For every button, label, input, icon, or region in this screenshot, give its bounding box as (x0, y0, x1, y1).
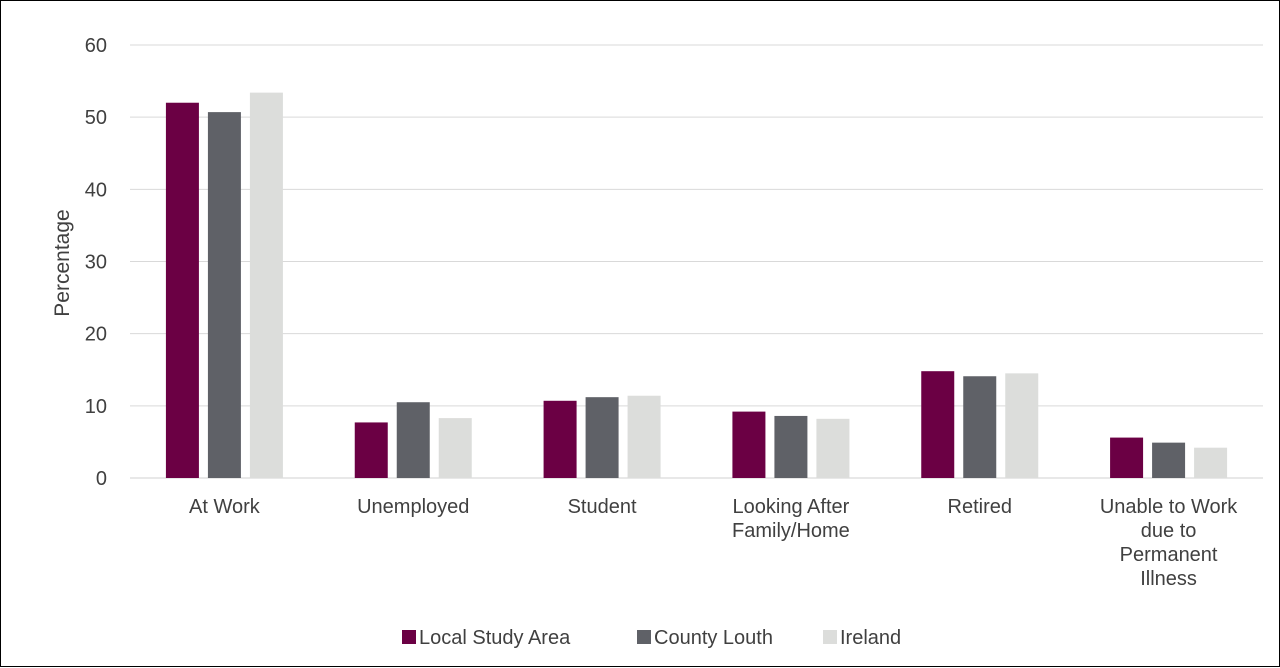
legend-item: Ireland (823, 627, 901, 649)
bar-local-study-area (354, 422, 388, 478)
x-category-label: Student (568, 496, 637, 518)
y-tick-label: 50 (85, 107, 107, 129)
y-axis-ticks: 0 10 20 30 40 50 60 (85, 35, 107, 490)
bar-ireland (627, 395, 661, 478)
y-axis-label: Percentage (51, 209, 74, 316)
legend-label: Ireland (840, 627, 901, 649)
legend-item: County Louth (637, 627, 773, 649)
y-tick-label: 60 (85, 35, 107, 57)
legend-swatch (637, 630, 651, 644)
legend-swatch (823, 630, 837, 644)
bar-county-louth (963, 376, 997, 478)
x-category-label: Unable to Work due to Permanent Illness (1100, 496, 1238, 590)
y-tick-label: 20 (85, 324, 107, 346)
x-category-label: Retired (948, 496, 1012, 518)
bar-local-study-area (543, 400, 577, 478)
legend: Local Study Area County Louth Ireland (402, 627, 901, 649)
bar-ireland (816, 418, 850, 478)
bars (165, 92, 1228, 479)
bar-local-study-area (732, 411, 766, 478)
x-category-label: Unemployed (357, 496, 469, 518)
x-category-label: Looking After Family/Home (732, 496, 850, 542)
y-tick-label: 0 (96, 468, 107, 490)
bar-local-study-area (921, 371, 955, 478)
x-axis-categories: At Work Unemployed Student Looking After Fam… (189, 496, 1238, 590)
bar-county-louth (585, 397, 619, 478)
bar-ireland (249, 92, 283, 478)
bar-county-louth (774, 415, 808, 478)
legend-label: Local Study Area (419, 627, 571, 649)
bar-county-louth (207, 112, 241, 479)
y-tick-label: 40 (85, 179, 107, 201)
bar-local-study-area (1110, 437, 1144, 478)
legend-label: County Louth (654, 627, 773, 649)
bar-county-louth (396, 402, 430, 478)
bar-local-study-area (165, 102, 199, 478)
y-tick-label: 30 (85, 252, 107, 274)
bar-county-louth (1152, 442, 1186, 478)
bar-ireland (1005, 373, 1039, 478)
legend-item: Local Study Area (402, 627, 571, 649)
y-tick-label: 10 (85, 396, 107, 418)
x-category-label: At Work (189, 496, 261, 518)
bar-ireland (1194, 447, 1228, 478)
bar-ireland (438, 418, 472, 478)
gridlines (130, 44, 1263, 479)
legend-swatch (402, 630, 416, 644)
